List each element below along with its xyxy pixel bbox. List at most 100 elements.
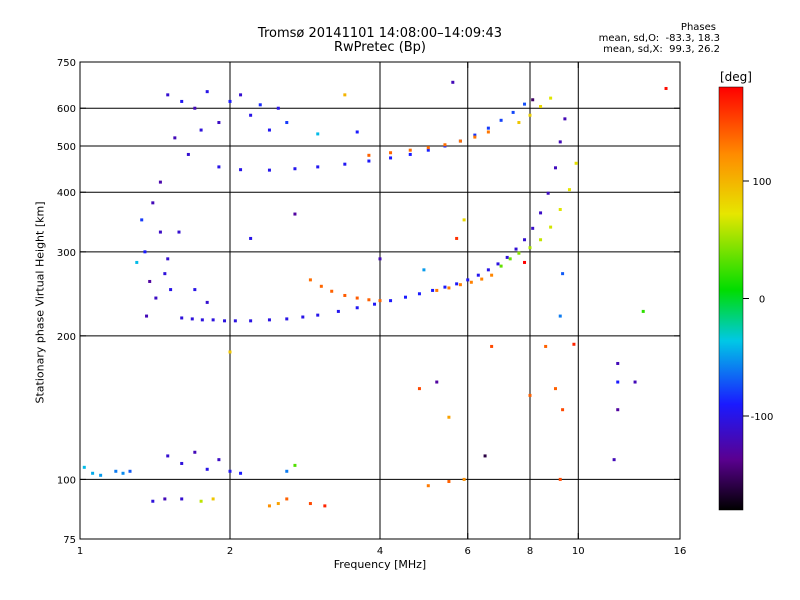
- data-point: [469, 280, 473, 284]
- data-point: [180, 497, 184, 501]
- data-point: [249, 319, 253, 323]
- plot-title: Tromsø 20141101 14:08:00–14:09:43: [257, 26, 503, 41]
- data-point: [549, 225, 553, 229]
- data-point: [612, 458, 616, 462]
- data-point: [458, 283, 462, 287]
- data-point: [205, 467, 209, 471]
- data-point: [82, 465, 86, 469]
- data-point: [158, 230, 162, 234]
- data-point: [490, 273, 494, 277]
- data-point: [417, 292, 421, 296]
- data-point: [435, 380, 439, 384]
- data-point: [355, 296, 359, 300]
- data-point: [228, 469, 232, 473]
- data-point: [458, 139, 462, 143]
- data-point: [466, 278, 470, 282]
- data-point: [572, 342, 576, 346]
- data-point: [128, 469, 132, 473]
- y-tick-label: 600: [57, 104, 76, 115]
- data-point: [166, 257, 170, 261]
- data-point: [426, 146, 430, 150]
- y-tick-label: 75: [63, 535, 76, 546]
- data-point: [173, 136, 177, 140]
- data-point: [367, 153, 371, 157]
- data-point: [233, 319, 237, 323]
- data-point: [499, 118, 503, 122]
- data-point: [285, 121, 289, 125]
- data-point: [343, 162, 347, 166]
- data-point: [447, 415, 451, 419]
- data-point: [462, 477, 466, 481]
- data-point: [319, 284, 323, 288]
- data-point: [193, 288, 197, 292]
- data-point: [616, 380, 620, 384]
- data-point: [166, 93, 170, 97]
- data-point: [249, 113, 253, 117]
- data-point: [163, 272, 167, 276]
- data-point: [523, 260, 527, 264]
- data-point: [336, 309, 340, 313]
- data-point: [499, 264, 503, 268]
- data-point: [308, 278, 312, 282]
- phases-title: Phases: [680, 22, 716, 33]
- data-point: [523, 102, 527, 106]
- data-point: [531, 226, 535, 230]
- data-point: [166, 454, 170, 458]
- x-tick-label: 2: [227, 546, 233, 557]
- data-point: [517, 121, 521, 125]
- data-point: [486, 130, 490, 134]
- data-point: [616, 361, 620, 365]
- y-tick-label: 500: [57, 142, 76, 153]
- data-point: [443, 143, 447, 147]
- data-point: [473, 135, 477, 139]
- data-point: [455, 236, 459, 240]
- data-point: [528, 246, 532, 250]
- data-point: [523, 238, 527, 242]
- data-point: [145, 314, 149, 318]
- data-point: [549, 96, 553, 100]
- data-point: [389, 299, 393, 303]
- data-point: [163, 497, 167, 501]
- data-point: [114, 469, 118, 473]
- data-point: [558, 477, 562, 481]
- phases-o-stats: mean, sd,O: -83.3, 18.3: [598, 33, 720, 44]
- phases-x-stats: mean, sd,X: 99.3, 26.2: [603, 44, 720, 55]
- data-point: [217, 458, 221, 462]
- data-point: [539, 211, 543, 215]
- data-point: [539, 105, 543, 109]
- data-point: [217, 121, 221, 125]
- y-tick-label: 300: [57, 248, 76, 259]
- data-point: [378, 257, 382, 261]
- data-point: [528, 113, 532, 117]
- data-point: [417, 387, 421, 391]
- data-point: [447, 286, 451, 290]
- colorbar-tick-label: 0: [759, 295, 765, 306]
- data-point: [267, 168, 271, 172]
- data-points: [82, 80, 668, 508]
- colorbar-unit-label: [deg]: [720, 70, 752, 84]
- data-point: [258, 103, 262, 107]
- data-point: [223, 319, 227, 323]
- data-point: [293, 463, 297, 467]
- colorbar-ticks: 100 0 -100: [743, 177, 773, 423]
- data-point: [431, 288, 435, 292]
- data-point: [228, 350, 232, 354]
- data-point: [177, 230, 181, 234]
- data-point: [389, 151, 393, 155]
- data-point: [403, 295, 407, 299]
- data-point: [169, 288, 173, 292]
- data-point: [462, 218, 466, 222]
- data-point: [476, 273, 480, 277]
- data-point: [355, 306, 359, 310]
- colorbar: [718, 86, 744, 511]
- data-point: [239, 471, 243, 475]
- data-point: [443, 285, 447, 289]
- data-point: [193, 106, 197, 110]
- data-point: [531, 98, 535, 102]
- data-point: [563, 117, 567, 121]
- colorbar-tick-label: -100: [751, 412, 774, 423]
- data-point: [616, 408, 620, 412]
- data-point: [148, 279, 152, 283]
- data-point: [505, 255, 509, 259]
